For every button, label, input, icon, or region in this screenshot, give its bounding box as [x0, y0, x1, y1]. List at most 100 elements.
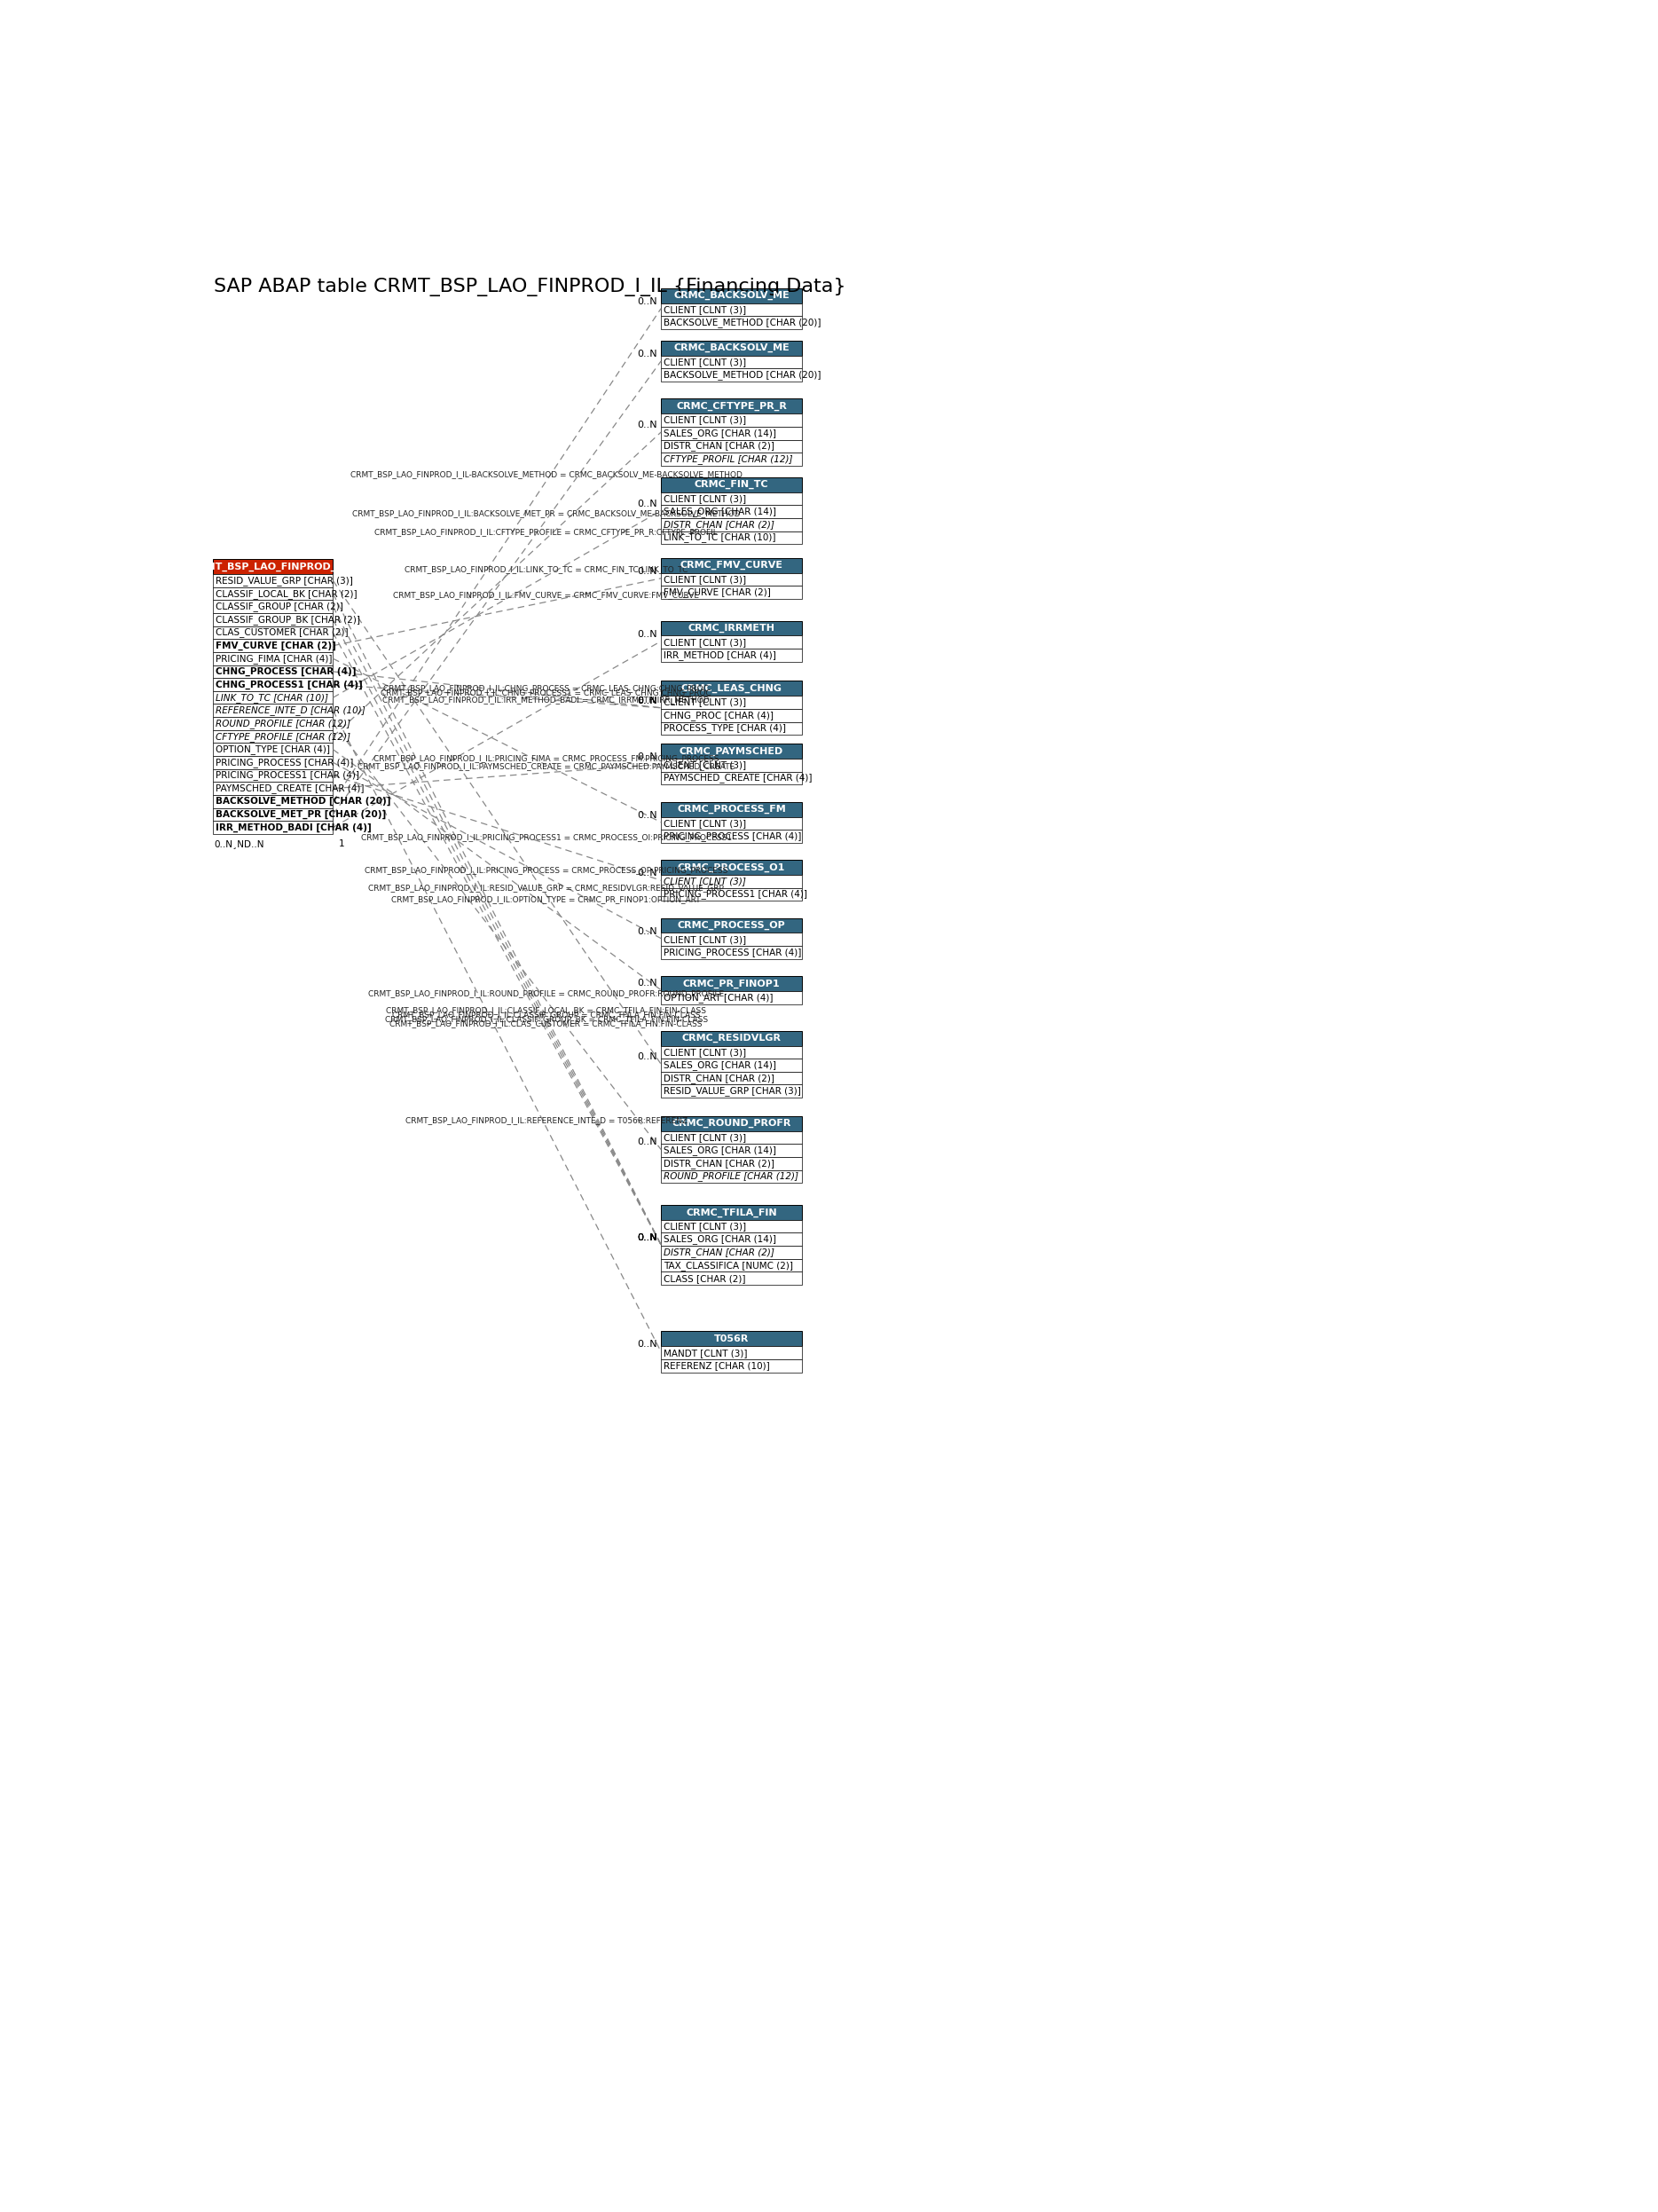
Text: CLIENT [CLNT (3)]: CLIENT [CLNT (3)]	[663, 818, 746, 827]
Text: CRMC_BACKSOLV_ME: CRMC_BACKSOLV_ME	[673, 292, 789, 301]
FancyBboxPatch shape	[662, 1084, 802, 1097]
Text: CLIENT [CLNT (3)]: CLIENT [CLNT (3)]	[663, 358, 746, 367]
Text: CLIENT [CLNT (3)]: CLIENT [CLNT (3)]	[663, 416, 746, 425]
FancyBboxPatch shape	[662, 369, 802, 383]
FancyBboxPatch shape	[662, 743, 802, 759]
Text: CLIENT [CLNT (3)]: CLIENT [CLNT (3)]	[663, 936, 746, 945]
Text: PROCESS_TYPE [CHAR (4)]: PROCESS_TYPE [CHAR (4)]	[663, 723, 786, 732]
FancyBboxPatch shape	[212, 783, 333, 794]
Text: CLIENT [CLNT (3)]: CLIENT [CLNT (3)]	[663, 493, 746, 502]
Text: 0..N: 0..N	[637, 697, 657, 706]
Text: REFERENCE_INTE_D [CHAR (10)]: REFERENCE_INTE_D [CHAR (10)]	[216, 706, 365, 714]
FancyBboxPatch shape	[662, 453, 802, 465]
Text: PAYMSCHED_CREATE [CHAR (4)]: PAYMSCHED_CREATE [CHAR (4)]	[216, 783, 365, 794]
Text: SALES_ORG [CHAR (14)]: SALES_ORG [CHAR (14)]	[663, 507, 776, 518]
Text: 0..N: 0..N	[637, 752, 657, 761]
Text: CRMC_LEAS_CHNG: CRMC_LEAS_CHNG	[681, 684, 783, 692]
Text: PRICING_FIMA [CHAR (4)]: PRICING_FIMA [CHAR (4)]	[216, 655, 332, 664]
Text: CRMC_FIN_TC: CRMC_FIN_TC	[695, 480, 769, 489]
Text: CFTYPE_PROFILE [CHAR (12)]: CFTYPE_PROFILE [CHAR (12)]	[216, 732, 350, 741]
Text: CHNG_PROCESS1 [CHAR (4)]: CHNG_PROCESS1 [CHAR (4)]	[216, 679, 363, 690]
Text: DISTR_CHAN [CHAR (2)]: DISTR_CHAN [CHAR (2)]	[663, 442, 774, 451]
FancyBboxPatch shape	[662, 1358, 802, 1371]
Text: FMV_CURVE [CHAR (2)]: FMV_CURVE [CHAR (2)]	[663, 588, 771, 597]
Text: CRMT_BSP_LAO_FINPROD_I_IL:PRICING_PROCESS1 = CRMC_PROCESS_OI:PRICING_PROCESS1: CRMT_BSP_LAO_FINPROD_I_IL:PRICING_PROCES…	[361, 834, 731, 841]
Text: CRMT_BSP_LAO_FINPROD_I_IL:FMV_CURVE = CRMC_FMV_CURVE:FMV_CURVE: CRMT_BSP_LAO_FINPROD_I_IL:FMV_CURVE = CR…	[393, 591, 700, 599]
FancyBboxPatch shape	[662, 288, 802, 303]
Text: CRMT_BSP_LAO_FINPROD_I_IL:CLASSIF_GROUP_BK = CRMC_TFILA_FIN:FIN-CLASS: CRMT_BSP_LAO_FINPROD_I_IL:CLASSIF_GROUP_…	[385, 1015, 708, 1024]
Text: CLIENT [CLNT (3)]: CLIENT [CLNT (3)]	[663, 637, 746, 646]
FancyBboxPatch shape	[662, 1060, 802, 1071]
FancyBboxPatch shape	[662, 697, 802, 708]
Text: CLIENT [CLNT (3)]: CLIENT [CLNT (3)]	[663, 305, 746, 314]
Text: CLIENT [CLNT (3)]: CLIENT [CLNT (3)]	[663, 1221, 746, 1230]
Text: RESID_VALUE_GRP [CHAR (3)]: RESID_VALUE_GRP [CHAR (3)]	[216, 575, 353, 586]
FancyBboxPatch shape	[212, 599, 333, 613]
Text: PRICING_PROCESS [CHAR (4)]: PRICING_PROCESS [CHAR (4)]	[663, 947, 801, 958]
Text: 0..N: 0..N	[637, 500, 657, 509]
Text: CRMC_CFTYPE_PR_R: CRMC_CFTYPE_PR_R	[676, 403, 788, 411]
FancyBboxPatch shape	[662, 1046, 802, 1060]
Text: CRMC_ROUND_PROFR: CRMC_ROUND_PROFR	[671, 1119, 791, 1128]
FancyBboxPatch shape	[662, 493, 802, 504]
Text: 0..N¸ND..N: 0..N¸ND..N	[214, 838, 264, 847]
Text: CLIENT [CLNT (3)]: CLIENT [CLNT (3)]	[663, 761, 746, 770]
FancyBboxPatch shape	[662, 1245, 802, 1259]
Text: CRMC_PR_FINOP1: CRMC_PR_FINOP1	[683, 980, 781, 989]
Text: BACKSOLVE_METHOD [CHAR (20)]: BACKSOLVE_METHOD [CHAR (20)]	[663, 369, 821, 380]
Text: CRMC_BACKSOLV_ME: CRMC_BACKSOLV_ME	[673, 343, 789, 352]
FancyBboxPatch shape	[662, 635, 802, 648]
Text: DISTR_CHAN [CHAR (2)]: DISTR_CHAN [CHAR (2)]	[663, 1248, 774, 1256]
FancyBboxPatch shape	[662, 557, 802, 573]
Text: ROUND_PROFILE [CHAR (12)]: ROUND_PROFILE [CHAR (12)]	[663, 1172, 799, 1181]
Text: CRMT_BSP_LAO_FINPROD_I_IL:PAYMSCHED_CREATE = CRMC_PAYMSCHED:PAYMSCHED_CREATE: CRMT_BSP_LAO_FINPROD_I_IL:PAYMSCHED_CREA…	[358, 761, 734, 770]
Text: SALES_ORG [CHAR (14)]: SALES_ORG [CHAR (14)]	[663, 429, 776, 438]
Text: REFERENZ [CHAR (10)]: REFERENZ [CHAR (10)]	[663, 1360, 769, 1369]
FancyBboxPatch shape	[662, 830, 802, 843]
Text: 0..N: 0..N	[637, 810, 657, 818]
Text: CRMT_BSP_LAO_FINPROD_I_IL-BACKSOLVE_METHOD = CRMC_BACKSOLV_ME-BACKSOLVE_METHOD: CRMT_BSP_LAO_FINPROD_I_IL-BACKSOLVE_METH…	[350, 471, 743, 478]
Text: 0..N: 0..N	[637, 1234, 657, 1243]
FancyBboxPatch shape	[662, 1031, 802, 1046]
FancyBboxPatch shape	[662, 1332, 802, 1347]
Text: CLIENT [CLNT (3)]: CLIENT [CLNT (3)]	[663, 1048, 746, 1057]
Text: CLASS [CHAR (2)]: CLASS [CHAR (2)]	[663, 1274, 746, 1283]
Text: CLIENT [CLNT (3)]: CLIENT [CLNT (3)]	[663, 575, 746, 584]
Text: CRMC_IRRMETH: CRMC_IRRMETH	[688, 624, 774, 633]
Text: CRMT_BSP_LAO_FINPROD_I_IL:ROUND_PROFILE = CRMC_ROUND_PROFR:ROUND_PROFILE: CRMT_BSP_LAO_FINPROD_I_IL:ROUND_PROFILE …	[368, 989, 725, 998]
FancyBboxPatch shape	[662, 860, 802, 876]
FancyBboxPatch shape	[662, 975, 802, 991]
Text: CRMC_PROCESS_FM: CRMC_PROCESS_FM	[676, 805, 786, 814]
Text: CRMT_BSP_LAO_FINPROD_I_IL:CHNG_PROCESS = CRMC_LEAS_CHNG:CHNG_PROC: CRMT_BSP_LAO_FINPROD_I_IL:CHNG_PROCESS =…	[383, 684, 710, 692]
FancyBboxPatch shape	[662, 991, 802, 1004]
Text: SALES_ORG [CHAR (14)]: SALES_ORG [CHAR (14)]	[663, 1234, 776, 1243]
Text: 0..N: 0..N	[637, 349, 657, 358]
FancyBboxPatch shape	[212, 626, 333, 639]
Text: CFTYPE_PROFIL [CHAR (12)]: CFTYPE_PROFIL [CHAR (12)]	[663, 453, 793, 465]
Text: PRICING_PROCESS [CHAR (4)]: PRICING_PROCESS [CHAR (4)]	[663, 832, 801, 841]
Text: SALES_ORG [CHAR (14)]: SALES_ORG [CHAR (14)]	[663, 1060, 776, 1071]
Text: CRMT_BSP_LAO_FINPROD_I_IL:CLAS_CUSTOMER = CRMC_TFILA_FIN:FIN-CLASS: CRMT_BSP_LAO_FINPROD_I_IL:CLAS_CUSTOMER …	[390, 1020, 703, 1029]
FancyBboxPatch shape	[662, 708, 802, 721]
FancyBboxPatch shape	[212, 666, 333, 679]
Text: CRMT_BSP_LAO_FINPROD_I_IL:RESID_VALUE_GRP = CRMC_RESIDVLGR:RESID_VALUE_GRP: CRMT_BSP_LAO_FINPROD_I_IL:RESID_VALUE_GR…	[368, 885, 725, 891]
Text: 0..N: 0..N	[637, 869, 657, 878]
Text: 0..N: 0..N	[637, 1053, 657, 1062]
Text: CRMC_TFILA_FIN: CRMC_TFILA_FIN	[686, 1208, 778, 1217]
Text: ROUND_PROFILE [CHAR (12)]: ROUND_PROFILE [CHAR (12)]	[216, 719, 350, 728]
Text: CRMC_RESIDVLGR: CRMC_RESIDVLGR	[681, 1033, 781, 1042]
FancyBboxPatch shape	[662, 1157, 802, 1170]
FancyBboxPatch shape	[212, 807, 333, 821]
Text: CLIENT [CLNT (3)]: CLIENT [CLNT (3)]	[663, 1133, 746, 1141]
FancyBboxPatch shape	[662, 478, 802, 493]
FancyBboxPatch shape	[662, 759, 802, 772]
Text: CHNG_PROC [CHAR (4)]: CHNG_PROC [CHAR (4)]	[663, 710, 774, 721]
FancyBboxPatch shape	[662, 1347, 802, 1358]
Text: CRMT_BSP_LAO_FINPROD_I_IL:LINK_TO_TC = CRMC_FIN_TC:LINK_TO_TC: CRMT_BSP_LAO_FINPROD_I_IL:LINK_TO_TC = C…	[405, 566, 688, 573]
Text: PRICING_PROCESS [CHAR (4)]: PRICING_PROCESS [CHAR (4)]	[216, 759, 353, 768]
Text: IRR_METHOD [CHAR (4)]: IRR_METHOD [CHAR (4)]	[663, 650, 776, 659]
Text: 0..N: 0..N	[637, 420, 657, 429]
FancyBboxPatch shape	[662, 1206, 802, 1219]
FancyBboxPatch shape	[212, 757, 333, 770]
FancyBboxPatch shape	[662, 303, 802, 316]
